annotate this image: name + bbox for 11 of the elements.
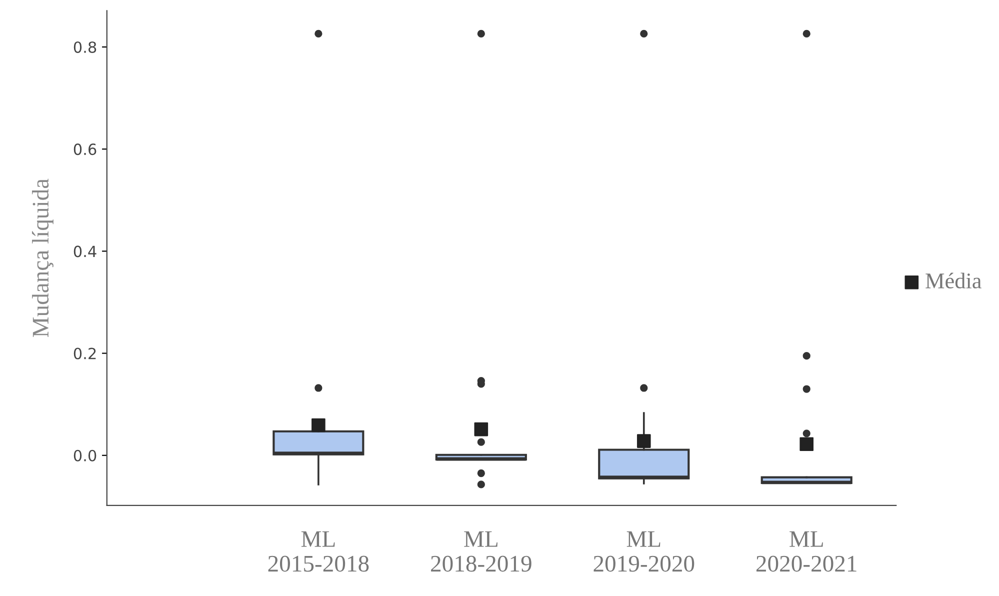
x-tick-label: ML 2018-2019 (431, 531, 532, 572)
y-tick-label: 0.8 (74, 41, 96, 53)
y-tick-label: 0.0 (74, 450, 96, 462)
x-tick-label: ML 2019-2020 (594, 531, 694, 572)
y-tick-label: 0.2 (74, 348, 96, 360)
x-tick-label: ML 2020-2021 (756, 531, 856, 572)
y-tick-label: 0.4 (74, 246, 96, 258)
y-tick-label: 0.6 (74, 144, 96, 156)
y-axis-title: Mudança líquida (32, 178, 54, 338)
legend-label: Média (926, 272, 982, 288)
x-tick-label: ML 2015-2018 (268, 531, 369, 572)
